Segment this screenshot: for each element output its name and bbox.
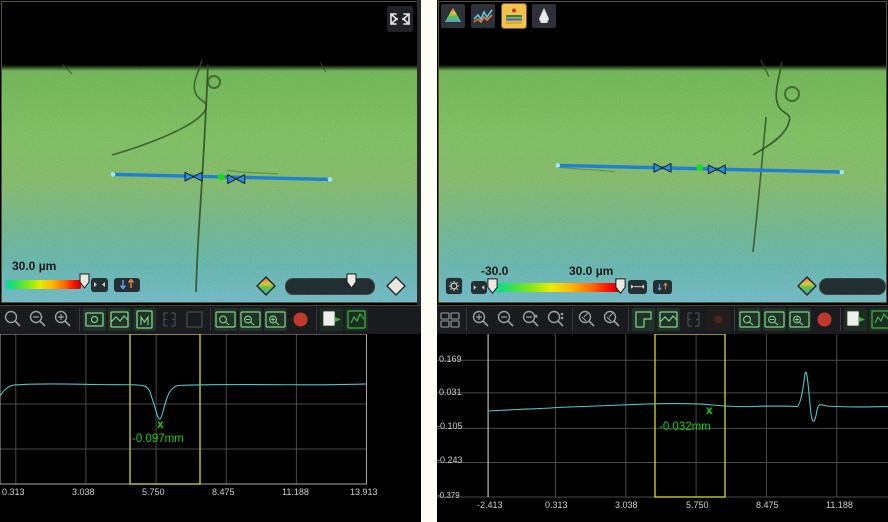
svg-text:x: x: [706, 403, 713, 417]
svg-text:-0.097mm: -0.097mm: [132, 433, 184, 445]
svg-text:-0.032mm: -0.032mm: [659, 421, 711, 433]
svg-text:x: x: [157, 417, 164, 431]
